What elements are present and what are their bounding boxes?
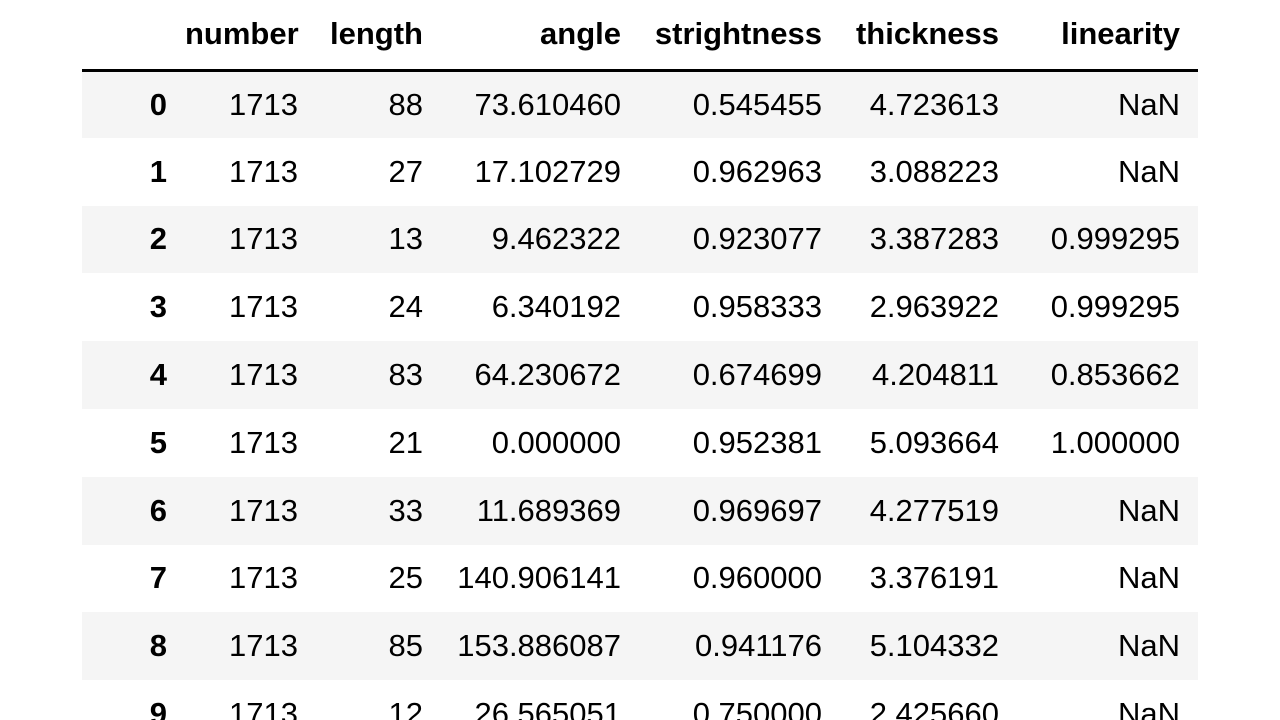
cell-number: 1713 xyxy=(229,221,298,257)
column-header-angle: angle xyxy=(441,0,639,72)
cell-thickness: 5.104332 xyxy=(869,628,999,664)
cell-linearity: 0.999295 xyxy=(1050,289,1180,325)
table-row: 1 1713 27 17.102729 0.962963 3.088223 NaN xyxy=(82,137,1198,206)
table-body: 0 1713 88 73.610460 0.545455 4.723613 NaN 1 1713… xyxy=(82,70,1198,720)
table-row: 8 1713 85 153.886087 0.941176 5.104332 NaN xyxy=(82,612,1198,681)
cell-angle: 140.906141 xyxy=(457,560,621,596)
row-index: 6 xyxy=(149,492,167,528)
cell-thickness: 2.425660 xyxy=(869,696,999,720)
cell-length: 27 xyxy=(388,153,423,189)
row-index: 4 xyxy=(149,357,167,393)
cell-length: 24 xyxy=(388,289,423,325)
cell-angle: 17.102729 xyxy=(474,153,621,189)
row-index: 1 xyxy=(149,153,167,189)
cell-length: 83 xyxy=(388,357,423,393)
row-index: 7 xyxy=(149,560,167,596)
cell-number: 1713 xyxy=(229,560,298,596)
cell-strightness: 0.958333 xyxy=(692,289,822,325)
dataframe-table: number length angle strightness thicknes… xyxy=(82,0,1198,720)
table-row: 2 1713 13 9.462322 0.923077 3.387283 0.999295 xyxy=(82,205,1198,274)
row-index: 5 xyxy=(149,424,167,460)
column-header-strightness: strightness xyxy=(639,0,840,72)
cell-linearity: NaN xyxy=(1117,560,1180,596)
cell-length: 12 xyxy=(388,696,423,720)
header-row: number length angle strightness thicknes… xyxy=(82,0,1198,72)
cell-number: 1713 xyxy=(229,424,298,460)
cell-linearity: 1.000000 xyxy=(1050,424,1180,460)
cell-angle: 0.000000 xyxy=(491,424,621,460)
cell-length: 13 xyxy=(388,221,423,257)
row-index: 8 xyxy=(149,628,167,664)
cell-number: 1713 xyxy=(229,628,298,664)
row-index: 9 xyxy=(149,696,167,720)
cell-length: 88 xyxy=(388,86,423,122)
column-header-thickness: thickness xyxy=(840,0,1017,72)
cell-linearity: NaN xyxy=(1117,492,1180,528)
cell-angle: 11.689369 xyxy=(476,492,621,528)
cell-thickness: 3.088223 xyxy=(869,153,999,189)
row-index: 0 xyxy=(149,86,167,122)
cell-number: 1713 xyxy=(229,492,298,528)
cell-thickness: 2.963922 xyxy=(869,289,999,325)
cell-angle: 73.610460 xyxy=(474,86,621,122)
cell-length: 33 xyxy=(388,492,423,528)
cell-number: 1713 xyxy=(229,86,298,122)
cell-length: 25 xyxy=(388,560,423,596)
cell-strightness: 0.962963 xyxy=(692,153,822,189)
cell-angle: 9.462322 xyxy=(491,221,621,257)
column-header-number: number xyxy=(185,0,316,72)
table-row: 4 1713 83 64.230672 0.674699 4.204811 0.853662 xyxy=(82,341,1198,409)
cell-linearity: NaN xyxy=(1117,628,1180,664)
cell-number: 1713 xyxy=(229,153,298,189)
cell-linearity: NaN xyxy=(1117,86,1180,122)
cell-angle: 26.565051 xyxy=(474,696,621,720)
cell-strightness: 0.923077 xyxy=(692,221,822,257)
table-row: 6 1713 33 11.689369 0.969697 4.277519 NaN xyxy=(82,476,1198,545)
cell-number: 1713 xyxy=(229,696,298,720)
cell-linearity: NaN xyxy=(1117,153,1180,189)
cell-strightness: 0.674699 xyxy=(692,357,822,393)
row-index: 3 xyxy=(149,289,167,325)
table-row: 7 1713 25 140.906141 0.960000 3.376191 NaN xyxy=(82,544,1198,613)
table-row: 5 1713 21 0.000000 0.952381 5.093664 1.000000 xyxy=(82,408,1198,477)
cell-linearity: 0.999295 xyxy=(1050,221,1180,257)
cell-linearity: 0.853662 xyxy=(1050,357,1180,393)
cell-strightness: 0.969697 xyxy=(692,492,822,528)
table-row: 0 1713 88 73.610460 0.545455 4.723613 NaN xyxy=(82,70,1198,138)
cell-strightness: 0.545455 xyxy=(692,86,822,122)
table-row: 3 1713 24 6.340192 0.958333 2.963922 0.999295 xyxy=(82,273,1198,342)
cell-number: 1713 xyxy=(229,289,298,325)
cell-length: 21 xyxy=(388,424,423,460)
cell-strightness: 0.952381 xyxy=(692,424,822,460)
cell-angle: 64.230672 xyxy=(474,357,621,393)
cell-strightness: 0.750000 xyxy=(692,696,822,720)
cell-length: 85 xyxy=(388,628,423,664)
cell-thickness: 3.376191 xyxy=(869,560,999,596)
cell-angle: 153.886087 xyxy=(457,628,621,664)
cell-thickness: 4.277519 xyxy=(869,492,999,528)
table-header: number length angle strightness thicknes… xyxy=(82,0,1198,72)
cell-angle: 6.340192 xyxy=(491,289,621,325)
cell-thickness: 5.093664 xyxy=(869,424,999,460)
cell-thickness: 4.204811 xyxy=(872,357,999,393)
cell-strightness: 0.941176 xyxy=(695,628,822,664)
column-header-length: length xyxy=(316,0,441,72)
cell-thickness: 4.723613 xyxy=(869,86,999,122)
cell-thickness: 3.387283 xyxy=(869,221,999,257)
index-column-header xyxy=(82,0,185,72)
cell-number: 1713 xyxy=(229,357,298,393)
column-header-linearity: linearity xyxy=(1017,0,1198,72)
table-row: 9 1713 12 26.565051 0.750000 2.425660 NaN xyxy=(82,680,1198,720)
row-index: 2 xyxy=(149,221,167,257)
cell-strightness: 0.960000 xyxy=(692,560,822,596)
cell-linearity: NaN xyxy=(1117,696,1180,720)
